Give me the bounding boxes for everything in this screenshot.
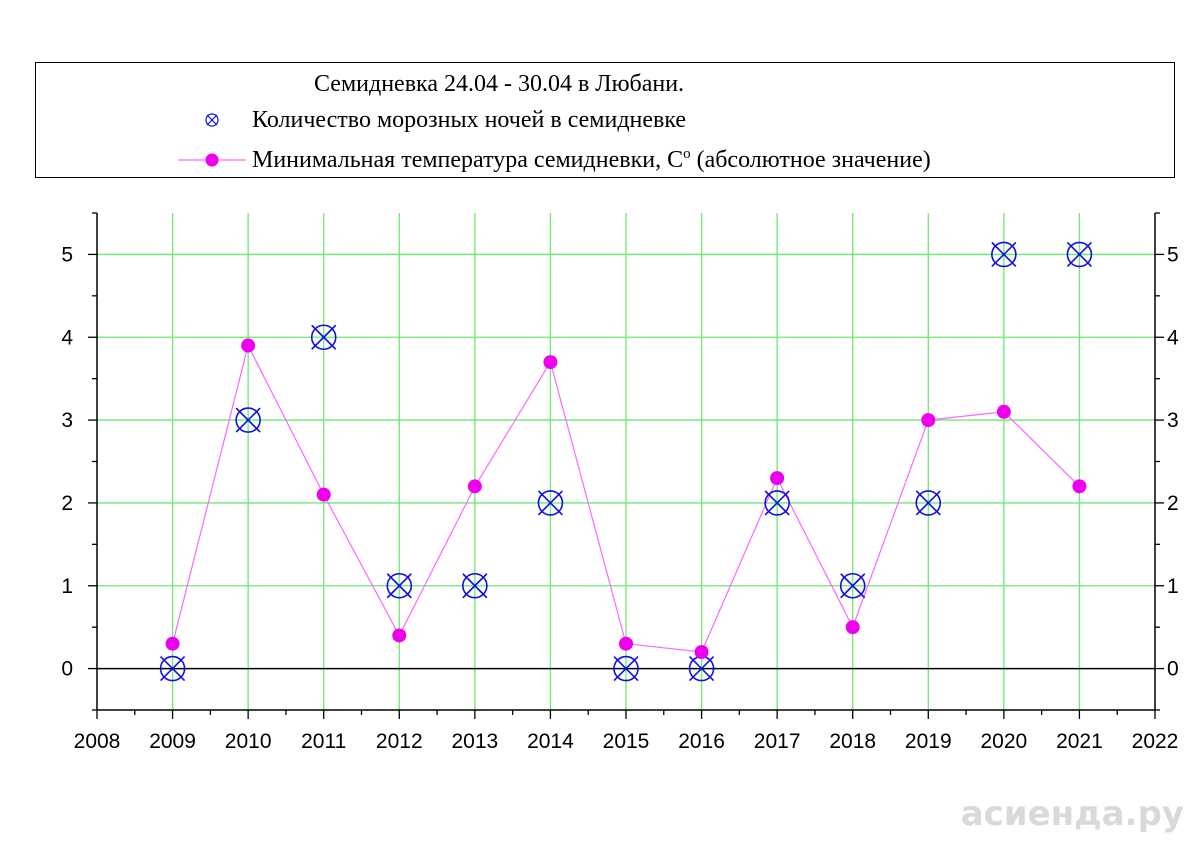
y-tick-label-left: 4 [61,326,73,349]
temperature-point [241,338,256,353]
legend-label-frost-nights: Количество морозных ночей в семидневке [252,106,687,133]
y-tick-label-left: 5 [61,243,73,266]
x-tick-label: 2010 [225,730,272,753]
marker-circle [462,572,488,599]
temperature-point [1072,479,1087,494]
temperature-point [467,479,482,494]
marker-cross-b [840,573,866,599]
marker-cross-b [689,656,715,682]
legend-item-frost-nights: Количество морозных ночей в семидневке [176,105,686,135]
y-tick-label-right: 5 [1167,243,1179,266]
x-tick-label: 2015 [603,730,650,753]
marker-circle [537,490,564,516]
series-layer [159,241,1093,682]
marker-cross-b [1066,241,1092,267]
marker-cross-b [613,656,639,682]
marker-circle [310,324,337,351]
frost-nights-point [991,241,1017,268]
frost-nights-point [764,490,790,516]
frost-nights-point [537,490,564,516]
x-tick-label: 2011 [301,730,346,753]
chart-title: Семидневка 24.04 - 30.04 в Любани. [314,71,685,97]
frost-nights-point [386,572,413,599]
marker-cross-b [160,656,186,682]
marker-cross-b [311,324,337,350]
x-tick-label: 2014 [527,730,574,753]
frost-nights-point [462,572,488,599]
y-tick-label-left: 1 [61,575,73,598]
x-tick-label: 2016 [678,730,725,753]
temperature-point [619,636,633,651]
marker-circle [915,490,942,516]
marker-cross-b [386,573,412,599]
frost-nights-point [310,324,337,351]
marker-circle [159,655,186,682]
temperature-point [996,404,1011,419]
temperature-point [770,471,785,486]
frost-nights-point [159,655,186,682]
watermark-logo: асиенда.ру [960,794,1184,834]
marker-circle [235,407,261,433]
temperature-point [165,636,180,651]
x-tick-label: 2009 [149,730,196,753]
x-tick-label: 2022 [1132,730,1179,753]
y-tick-label-left: 3 [61,409,73,432]
x-tick-label: 2018 [829,730,876,753]
tick-labels: 2008 2009 2010 2011 2012 2013 2014 2015 2016 2017… [61,243,1179,753]
line-dot-marker-icon [178,153,246,167]
legend-label-min-temperature: Минимальная температура семидневки, Сo (… [252,146,931,174]
marker-circle [991,241,1017,268]
x-tick-label: 2013 [451,730,498,753]
marker-circle [1066,241,1093,268]
x-tick-label: 2017 [754,730,801,753]
gridlines [97,213,1155,710]
axes [88,212,1164,719]
x-tick-label: 2019 [905,730,952,753]
temperature-point [543,355,558,370]
marker-cross-b [991,241,1017,267]
degree-sup: o [683,146,691,162]
frost-nights-point [915,490,942,516]
frost-nights-point [839,572,866,599]
marker-circle [764,490,790,516]
legend: Семидневка 24.04 - 30.04 в Любани. Колич… [35,62,1175,178]
marker-cross-b [764,490,790,516]
marker-circle [613,655,639,682]
marker-circle [386,572,413,599]
temperature-point [845,620,860,635]
y-tick-label-right: 2 [1167,492,1179,515]
marker-cross-b [462,573,488,599]
marker-cross-b [537,490,563,516]
circled-x-marker-icon [205,113,219,127]
frost-nights-point [1066,241,1093,268]
legend-item-min-temperature: Минимальная температура семидневки, Сo (… [176,145,931,175]
x-tick-label: 2012 [376,730,423,753]
frost-nights-point [235,407,261,433]
legend-label-tail: (абсолютное значение) [690,147,931,173]
frost-nights-point [613,655,639,682]
marker-cross-b [235,407,261,433]
temperature-point [392,628,407,643]
y-tick-label-right: 1 [1167,575,1179,598]
y-tick-label-right: 0 [1167,658,1179,681]
x-tick-label: 2020 [980,730,1027,753]
legend-label-main: Минимальная температура семидневки, С [252,147,684,173]
y-tick-label-left: 2 [61,492,73,515]
x-tick-label: 2021 [1056,730,1103,753]
x-tick-label: 2008 [74,730,121,753]
y-tick-label-left: 0 [61,658,73,681]
temperature-point [316,487,331,502]
temperature-point [694,645,709,660]
temperature-point [921,413,936,428]
y-tick-label-right: 4 [1167,326,1179,349]
y-tick-label-right: 3 [1167,409,1179,432]
marker-circle [839,572,866,599]
marker-cross-b [915,490,941,516]
